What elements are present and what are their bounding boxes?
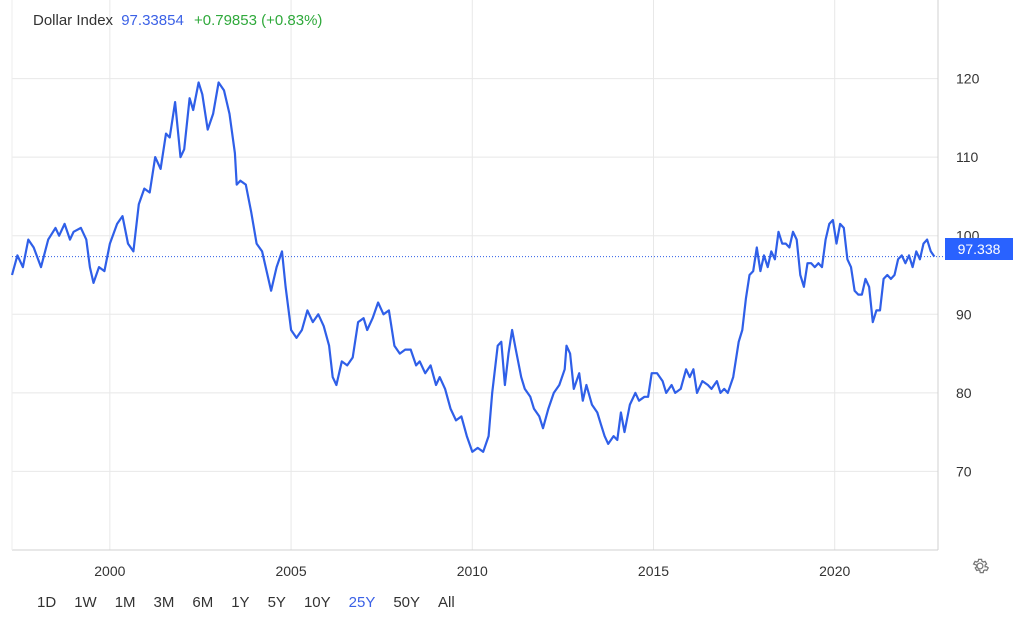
chart-header: Dollar Index 97.33854 +0.79853 (+0.83%) xyxy=(33,12,322,29)
series-line xyxy=(10,81,936,453)
range-1d[interactable]: 1D xyxy=(37,594,57,611)
x-tick-label: 2015 xyxy=(638,563,669,579)
range-5y[interactable]: 5Y xyxy=(267,594,286,611)
range-1w[interactable]: 1W xyxy=(74,594,97,611)
x-tick-label: 2005 xyxy=(275,563,306,579)
range-6m[interactable]: 6M xyxy=(192,594,214,611)
range-10y[interactable]: 10Y xyxy=(303,594,331,611)
last-price-tag: 97.338 xyxy=(945,238,1013,260)
range-1y[interactable]: 1Y xyxy=(231,594,250,611)
gear-icon[interactable] xyxy=(970,556,990,576)
y-tick-label: 70 xyxy=(956,463,972,479)
range-50y[interactable]: 50Y xyxy=(393,594,421,611)
range-all[interactable]: All xyxy=(438,594,455,611)
y-tick-label: 80 xyxy=(956,385,972,401)
x-tick-label: 2010 xyxy=(457,563,488,579)
range-3m[interactable]: 3M xyxy=(153,594,175,611)
range-selector: 1D 1W 1M 3M 6M 1Y 5Y 10Y 25Y 50Y All xyxy=(28,594,464,611)
y-tick-label: 120 xyxy=(956,71,980,87)
instrument-value: 97.33854 xyxy=(121,12,184,29)
y-tick-label: 90 xyxy=(956,306,972,322)
range-25y[interactable]: 25Y xyxy=(348,594,376,611)
x-tick-label: 2020 xyxy=(819,563,850,579)
instrument-change: +0.79853 (+0.83%) xyxy=(193,12,323,29)
instrument-name: Dollar Index xyxy=(33,12,114,29)
range-1m[interactable]: 1M xyxy=(114,594,136,611)
x-tick-label: 2000 xyxy=(94,563,125,579)
y-tick-label: 110 xyxy=(956,149,979,165)
